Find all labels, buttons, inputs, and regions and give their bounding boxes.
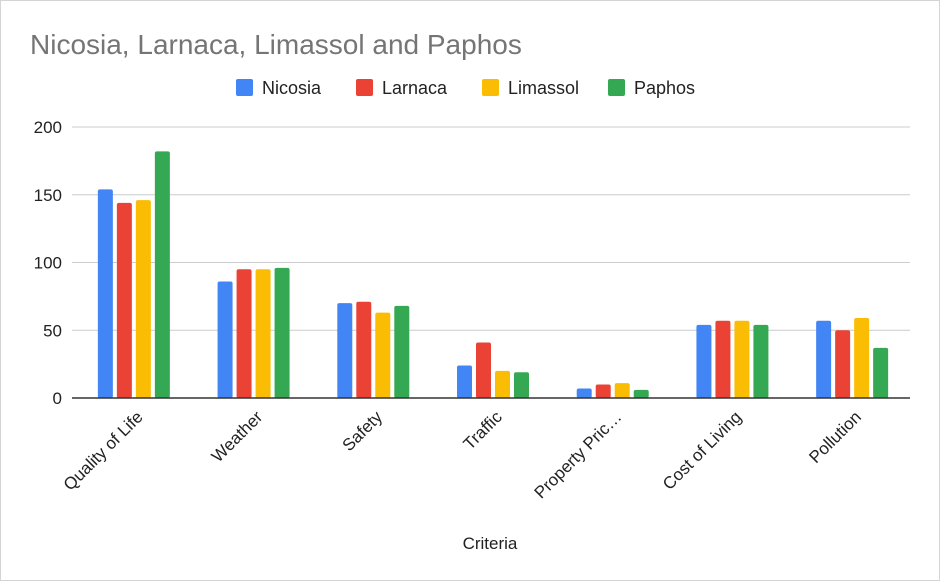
bar-larnaca: [476, 342, 491, 398]
y-tick-label: 100: [34, 254, 62, 273]
bar-larnaca: [595, 384, 611, 398]
legend-label-nicosia: Nicosia: [262, 78, 322, 98]
bar-limassol: [734, 320, 750, 398]
bar-nicosia: [576, 388, 592, 398]
bar-larnaca: [715, 320, 731, 398]
bar-nicosia: [337, 303, 353, 398]
bar-paphos: [873, 347, 889, 398]
bar-limassol: [255, 269, 271, 398]
bar-paphos: [154, 151, 170, 398]
legend-swatch-larnaca: [356, 79, 373, 96]
bar-paphos: [394, 305, 410, 398]
y-tick-label: 50: [43, 321, 62, 340]
y-axis-ticks: 0 50 100 150 200: [34, 118, 62, 408]
bar-nicosia: [696, 324, 712, 398]
bar-paphos: [753, 324, 769, 398]
bar-larnaca: [356, 301, 372, 398]
y-tick-label: 200: [34, 118, 62, 137]
bar-larnaca: [835, 330, 851, 398]
x-tick-label: Safety: [339, 407, 387, 455]
chart-title: Nicosia, Larnaca, Limassol and Paphos: [30, 29, 522, 60]
bar-paphos: [274, 267, 290, 398]
bar-larnaca: [116, 202, 132, 398]
gridlines: [72, 126, 910, 331]
legend-swatch-nicosia: [236, 79, 253, 96]
x-tick-label: Weather: [208, 407, 267, 466]
bar-paphos: [633, 389, 649, 398]
x-axis-label: Criteria: [463, 534, 518, 553]
x-axis-ticks: Quality of Life Weather Safety Traffic Prope…: [60, 407, 865, 502]
legend-label-limassol: Limassol: [508, 78, 579, 98]
bar-limassol: [614, 383, 630, 398]
x-tick-label: Pollution: [805, 407, 865, 467]
x-tick-label: Cost of Living: [659, 407, 745, 493]
bar-larnaca: [236, 269, 252, 398]
x-tick-label: Property Pric…: [531, 407, 626, 502]
legend-label-paphos: Paphos: [634, 78, 695, 98]
x-tick-label: Traffic: [460, 407, 507, 454]
x-tick-label: Quality of Life: [60, 407, 147, 494]
legend-label-larnaca: Larnaca: [382, 78, 448, 98]
y-tick-label: 150: [34, 186, 62, 205]
bar-limassol: [375, 312, 391, 398]
bar-nicosia: [97, 189, 113, 398]
legend: Nicosia Larnaca Limassol Paphos: [236, 78, 695, 98]
bars: [97, 151, 889, 398]
bar-limassol: [495, 370, 510, 398]
y-tick-label: 0: [53, 389, 62, 408]
legend-swatch-paphos: [608, 79, 625, 96]
legend-swatch-limassol: [482, 79, 499, 96]
bar-paphos: [514, 372, 529, 398]
bar-nicosia: [457, 365, 472, 398]
bar-limassol: [135, 200, 151, 398]
bar-nicosia: [816, 320, 832, 398]
bar-limassol: [854, 318, 870, 398]
bar-nicosia: [217, 281, 233, 398]
